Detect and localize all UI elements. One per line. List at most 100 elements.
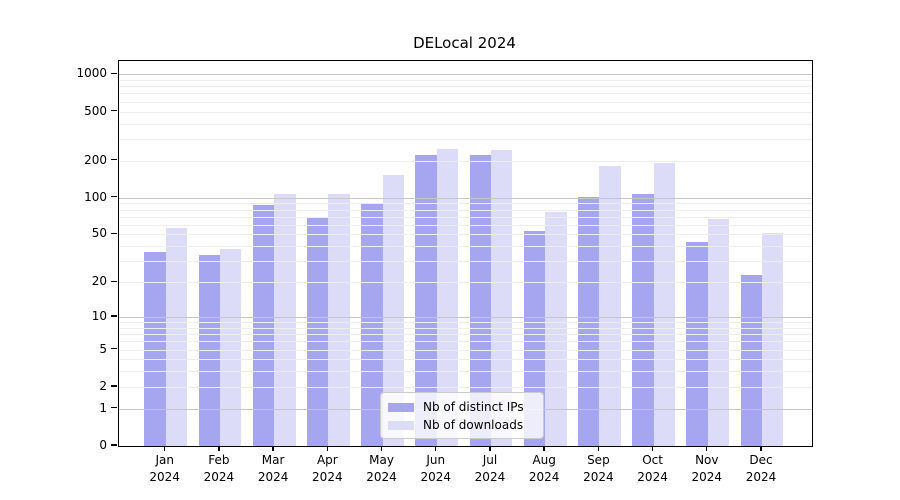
legend-item-downloads: Nb of downloads [388, 417, 535, 434]
x-tick-mark [543, 446, 545, 451]
bar-ips-jan [144, 251, 166, 446]
y-tick-mark [111, 347, 117, 350]
gridline [119, 74, 812, 76]
x-axis-tick-label: Sep 2024 [583, 453, 614, 484]
x-axis-tick-label: Jul 2024 [474, 453, 506, 484]
gridline [119, 327, 812, 329]
chart-title: DELocal 2024 [413, 34, 516, 52]
bar-downloads-aug [545, 212, 567, 446]
x-tick-mark [651, 446, 654, 451]
gridline [119, 138, 812, 140]
plot-area: Nb of distinct IPs Nb of downloads [118, 60, 813, 447]
gridline [119, 101, 812, 103]
y-tick-mark [111, 232, 117, 235]
bar-downloads-feb [219, 248, 242, 446]
y-tick-mark [111, 196, 117, 198]
y-axis-tick-label: 1000 [76, 66, 107, 81]
gridline [119, 349, 812, 351]
x-axis-tick-label: Jan 2024 [149, 453, 180, 484]
x-axis-tick-label: Oct 2024 [637, 453, 668, 484]
gridline [119, 359, 812, 361]
y-axis-tick-label: 500 [84, 103, 107, 118]
gridline [119, 261, 812, 263]
x-axis-tick-label: Dec 2024 [745, 453, 777, 484]
legend-swatch-downloads-icon [388, 420, 414, 430]
gridline [119, 224, 812, 226]
gridline [119, 123, 812, 125]
x-tick-mark [218, 446, 220, 451]
bar-ips-mar [252, 204, 275, 446]
x-tick-mark [272, 446, 274, 451]
x-axis-tick-label: May 2024 [366, 453, 397, 484]
x-axis-tick-label: Apr 2024 [312, 453, 343, 484]
gridline [119, 322, 812, 324]
y-tick-mark [111, 280, 117, 282]
x-axis-tick-label: Mar 2024 [257, 453, 289, 484]
x-tick-mark [489, 446, 491, 451]
gridline [119, 316, 812, 318]
gridline [119, 282, 812, 284]
legend-label-distinct-ips: Nb of distinct IPs [423, 400, 524, 414]
gridline [119, 371, 812, 373]
bar-ips-oct [632, 194, 654, 446]
bar-ips-dec [740, 275, 762, 446]
y-tick-mark [111, 109, 117, 112]
x-axis-tick-label: Jun 2024 [420, 453, 452, 484]
y-tick-mark [111, 158, 117, 161]
y-tick-mark [111, 72, 117, 74]
x-tick-mark [164, 446, 166, 451]
x-tick-mark [326, 446, 329, 451]
gridline [119, 246, 812, 248]
y-axis-tick-label: 2 [99, 378, 107, 393]
x-tick-mark [380, 446, 383, 451]
y-axis-tick-label: 1 [99, 400, 107, 415]
bar-ips-nov [686, 242, 708, 446]
gridline [119, 86, 812, 88]
bar-downloads-may [382, 175, 404, 446]
y-axis-tick-label: 20 [91, 274, 107, 289]
gridline [119, 234, 812, 236]
gridline [119, 341, 812, 343]
gridline [119, 386, 812, 388]
x-tick-mark [597, 446, 600, 451]
gridline [119, 111, 812, 113]
y-tick-mark [111, 315, 117, 317]
bar-downloads-nov [707, 219, 730, 446]
bar-ips-apr [306, 218, 329, 446]
bar-ips-jun [415, 155, 437, 446]
y-axis-tick-label: 50 [91, 226, 107, 241]
bar-downloads-oct [653, 162, 675, 446]
gridline [119, 160, 812, 162]
y-axis-tick-label: 5 [99, 341, 107, 356]
y-tick-mark [111, 444, 117, 446]
y-axis-tick-label: 10 [91, 308, 107, 323]
y-axis-tick-label: 200 [84, 152, 107, 167]
bar-downloads-jan [165, 227, 188, 446]
y-axis-tick-label: 100 [84, 189, 107, 204]
gridline [119, 197, 812, 199]
legend: Nb of distinct IPs Nb of downloads [380, 392, 544, 439]
legend-item-distinct-ips: Nb of distinct IPs [388, 399, 535, 416]
legend-swatch-distinct-ips-icon [388, 402, 414, 412]
gridline [119, 209, 812, 211]
x-tick-mark [435, 446, 437, 451]
bar-downloads-sep [599, 166, 621, 446]
x-tick-mark [706, 446, 708, 451]
bar-downloads-dec [762, 233, 784, 446]
y-axis-tick-label: 0 [99, 438, 107, 452]
y-tick-mark [111, 407, 117, 409]
gridline [119, 203, 812, 205]
x-tick-mark [760, 446, 762, 451]
bar-ips-may [361, 202, 383, 446]
y-tick-mark [111, 385, 117, 387]
gridline [119, 216, 812, 218]
bar-downloads-apr [328, 193, 350, 446]
bar-ips-jul [469, 155, 491, 446]
gridline [119, 93, 812, 95]
bar-ips-sep [577, 196, 600, 446]
bar-downloads-mar [274, 193, 296, 446]
x-axis-tick-label: Aug 2024 [528, 453, 560, 484]
gridline [119, 334, 812, 336]
x-axis-tick-label: Feb 2024 [203, 453, 235, 484]
